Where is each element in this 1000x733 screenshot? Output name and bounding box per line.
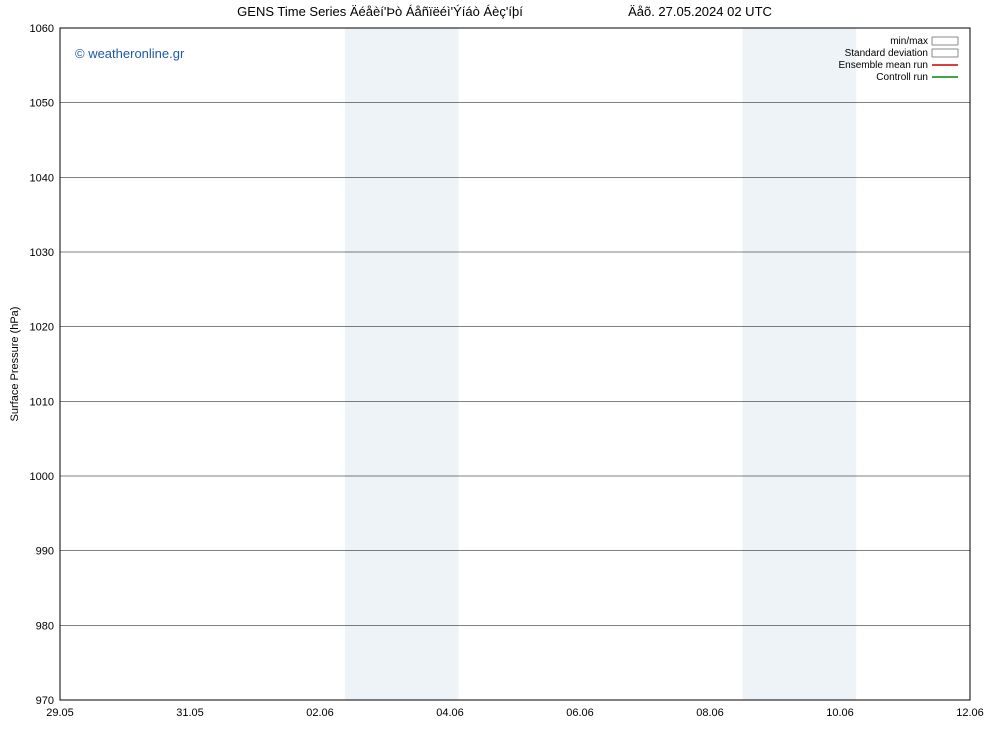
y-tick-label: 1060 — [30, 23, 54, 35]
x-tick-label: 29.05 — [46, 707, 74, 719]
weekend-band — [743, 28, 857, 700]
watermark: © weatheronline.gr — [75, 46, 185, 61]
chart-title-right: Äåõ. 27.05.2024 02 UTC — [628, 4, 772, 19]
y-tick-label: 1000 — [30, 471, 54, 483]
x-tick-label: 06.06 — [566, 707, 594, 719]
y-axis-label: Surface Pressure (hPa) — [9, 307, 21, 422]
y-tick-label: 990 — [36, 546, 54, 558]
x-tick-label: 04.06 — [436, 707, 464, 719]
weekend-band — [345, 28, 459, 700]
y-tick-label: 1050 — [30, 98, 54, 110]
x-tick-label: 31.05 — [176, 707, 204, 719]
y-tick-label: 980 — [36, 620, 54, 632]
y-tick-label: 1040 — [30, 172, 54, 184]
y-tick-label: 970 — [36, 695, 54, 707]
x-tick-label: 08.06 — [696, 707, 724, 719]
chart-svg: 970 980 990 1000 1010 1020 1030 1040 1050 1060 29.… — [0, 0, 1000, 733]
x-tick-label: 12.06 — [956, 707, 984, 719]
y-tick-label: 1010 — [30, 396, 54, 408]
legend-label: Controll run — [876, 72, 928, 83]
x-tick-label: 02.06 — [306, 707, 334, 719]
chart-title-left: GENS Time Series Äéåèí'Þò Áåñïëéì'Ýíáò Á… — [237, 4, 523, 19]
legend-label: min/max — [890, 36, 928, 47]
y-tick-label: 1030 — [30, 247, 54, 259]
legend-label: Ensemble mean run — [839, 60, 929, 71]
legend-label: Standard deviation — [845, 48, 928, 59]
chart-container: 970 980 990 1000 1010 1020 1030 1040 1050 1060 29.… — [0, 0, 1000, 733]
y-tick-label: 1020 — [30, 322, 54, 334]
x-tick-label: 10.06 — [826, 707, 854, 719]
